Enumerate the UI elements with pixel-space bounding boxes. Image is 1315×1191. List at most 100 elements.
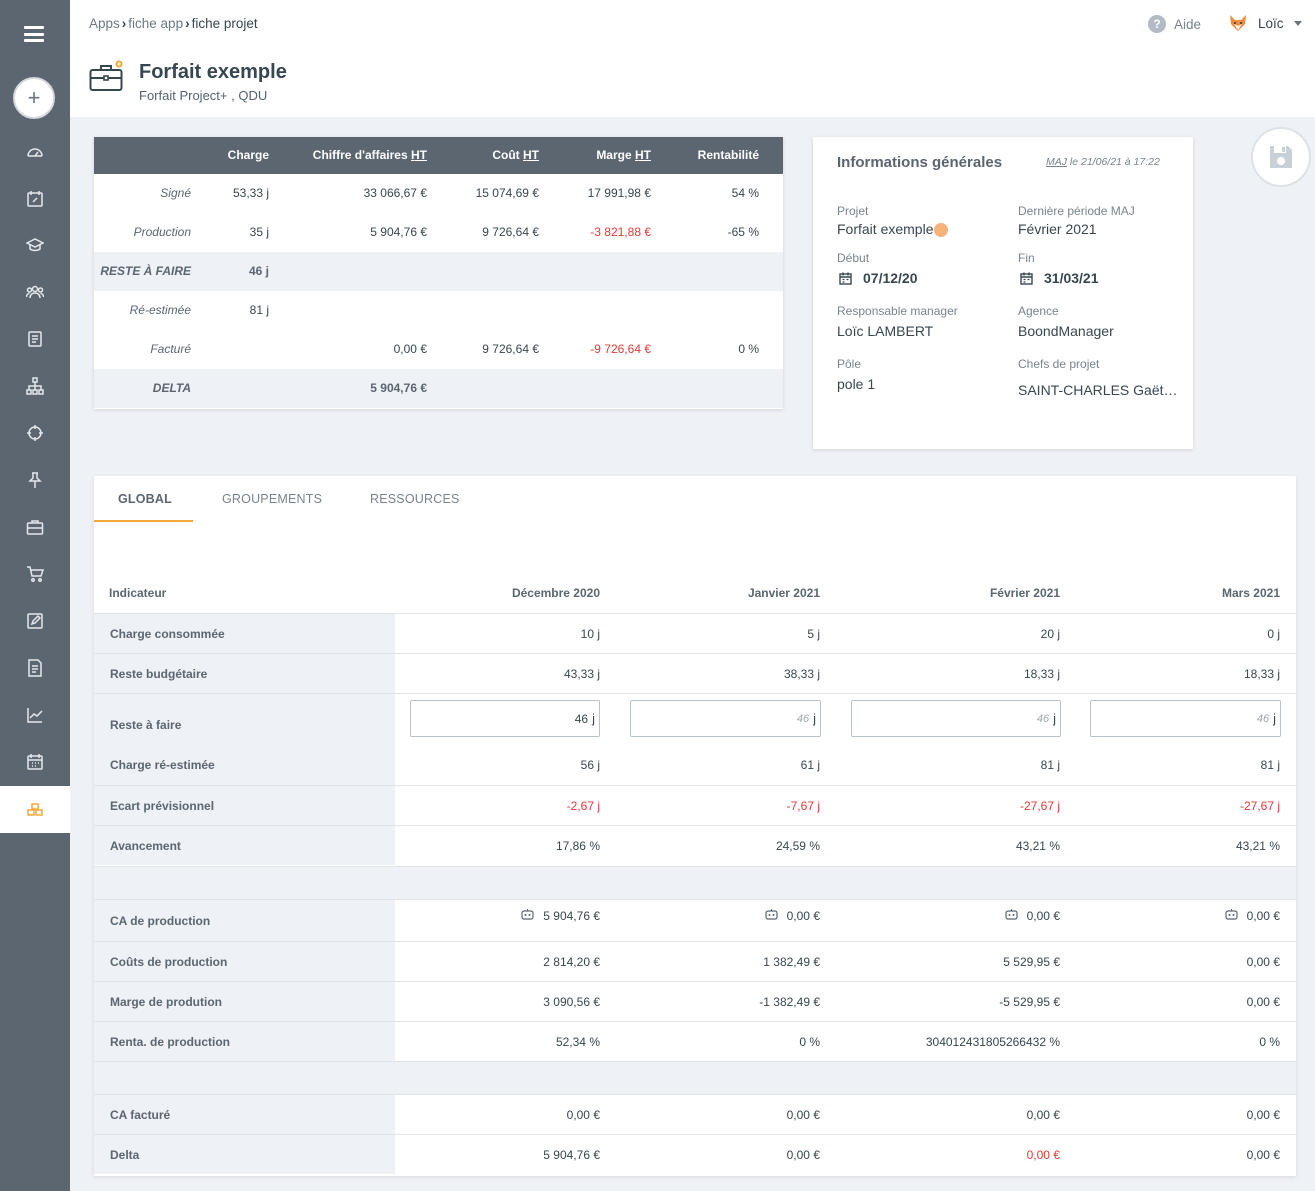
table-row: Reste budgétaire 43,33 j 38,33 j 18,33 j… [94,653,1296,693]
cell-value: 0,00 € [786,1147,820,1162]
reste-a-faire-input[interactable]: 46 j [410,700,600,737]
tab-global[interactable]: GLOBAL [118,492,172,506]
fin-label: Fin [1018,251,1035,265]
cell-value: 0 j [1267,626,1280,641]
team-icon[interactable] [0,268,70,315]
responsable-value: Loïc LAMBERT [837,323,934,339]
help-link[interactable]: ? Aide [1148,15,1201,33]
cell-renta: 54 % [731,186,759,200]
target-icon[interactable] [0,409,70,456]
cell-cout: 9 726,64 € [482,225,539,239]
calendar-grid-icon[interactable] [0,738,70,785]
project-briefcase-icon [89,60,123,91]
row-label: Renta. de production [94,1022,395,1061]
maj-date: le 21/06/21 à 17:22 [1067,156,1160,168]
org-chart-icon[interactable] [0,362,70,409]
unit-label: j [813,711,816,726]
summary-table: Charge Chiffre d'affaires HT Coût HT Mar… [94,137,783,409]
tab-ressources[interactable]: RESSOURCES [370,492,460,506]
cell-value: 17,86 % [555,838,600,853]
tab-groupements[interactable]: GROUPEMENTS [222,492,323,506]
dashboard-icon[interactable] [0,128,70,175]
reste-a-faire-input[interactable]: 46 j [1090,700,1281,737]
derniere-periode-label: Dernière période MAJ [1018,204,1135,218]
row-label: CA facturé [94,1095,395,1134]
cell-value: 24,59 % [775,838,820,853]
debut-value: 07/12/20 [839,270,918,286]
user-name: Loïc [1258,15,1284,31]
row-label: Facturé [150,342,191,356]
projet-name: Forfait exemple [837,221,934,237]
book-icon[interactable] [0,315,70,362]
header-ca-ht: HT [411,148,427,162]
cell-value: 56 j [580,758,600,772]
briefcase-icon[interactable] [0,503,70,550]
pole-value: pole 1 [837,376,876,392]
cell-value: 0,00 € [1246,954,1280,969]
table-row: Coûts de production 2 814,20 € 1 382,49 … [94,941,1296,981]
table-row: Ecart prévisionnel -2,67 j -7,67 j -27,6… [94,785,1296,825]
reste-a-faire-input[interactable]: 46 j [851,700,1061,737]
cell-value: 304012431805266432 % [925,1034,1060,1049]
cell-value: 0,00 € [1246,994,1280,1009]
invoice-icon[interactable] [0,644,70,691]
header-marge: Marge HT [596,137,651,174]
breadcrumb-separator-icon: › [185,16,190,31]
cell-charge: 35 j [249,225,269,239]
cell-marge: -9 726,64 € [590,342,651,356]
cell-charge: 53,33 j [232,186,269,200]
table-row: Marge de prodution 3 090,56 € -1 382,49 … [94,981,1296,1021]
summary-row-production: Production 35 j 5 904,76 € 9 726,64 € -3… [94,213,783,252]
row-label: Production [133,225,191,239]
cell-value: -27,67 j [1239,798,1280,813]
chefs-projet-label: Chefs de projet [1018,357,1100,371]
graduation-icon[interactable] [0,221,70,268]
cell-value: 38,33 j [783,666,820,681]
save-button[interactable] [1251,127,1311,187]
cell-value: 43,33 j [563,666,600,681]
pin-icon[interactable] [0,456,70,503]
add-button[interactable]: + [13,77,55,119]
cell-value: 43,21 % [1015,838,1060,853]
robot-icon [1005,909,1018,920]
cell-value: 0,00 € [566,1107,600,1122]
breadcrumb-fiche-app[interactable]: fiche app [128,16,184,31]
robot-icon [1225,909,1238,920]
user-menu[interactable]: Loïc [1228,13,1302,33]
breadcrumb: Apps › fiche app › fiche projet [89,16,258,31]
unit-label: j [1273,711,1276,726]
calendar-edit-icon[interactable] [0,175,70,222]
breadcrumb-current: fiche projet [191,16,258,31]
floppy-disk-icon [1270,146,1292,168]
boxes-icon[interactable] [0,786,70,833]
summary-row-signe: Signé 53,33 j 33 066,67 € 15 074,69 € 17… [94,174,783,213]
cell-value: 10 j [580,626,600,641]
table-row: Charge consommée 10 j 5 j 20 j 0 j [94,613,1296,653]
header-ca: Chiffre d'affaires HT [313,137,427,174]
cell-renta: -65 % [727,225,759,239]
header-marge-text: Marge [596,148,635,162]
chart-icon[interactable] [0,691,70,738]
page-subtitle: Forfait Project+ , QDU [139,88,268,103]
menu-icon[interactable] [24,26,44,42]
cell-value: 52,34 % [555,1034,600,1049]
row-label: Ecart prévisionnel [94,786,395,825]
table-row: Delta 5 904,76 € 0,00 € 0,00 € 0,00 € [94,1134,1296,1174]
cell-ca: 5 904,76 € [370,225,427,239]
breadcrumb-apps[interactable]: Apps [89,16,120,31]
cart-icon[interactable] [0,550,70,597]
input-placeholder: 46 [796,712,810,725]
edit-icon[interactable] [0,597,70,644]
fin-date: 31/03/21 [1044,270,1099,286]
debut-date: 07/12/20 [863,270,918,286]
header-ca-text: Chiffre d'affaires [312,148,411,162]
cell-value: 18,33 j [1023,666,1060,681]
summary-row-facture: Facturé 0,00 € 9 726,64 € -9 726,64 € 0 … [94,330,783,369]
row-label: Reste budgétaire [94,654,395,693]
reste-a-faire-input[interactable]: 46 j [630,700,821,737]
cell-marge: -3 821,88 € [590,225,651,239]
sidebar: + [0,0,70,1191]
cell-value: 0,00 € [1246,1147,1280,1162]
row-label: RESTE À FAIRE [100,264,191,278]
info-last-update: MAJ le 21/06/21 à 17:22 [1046,156,1160,168]
